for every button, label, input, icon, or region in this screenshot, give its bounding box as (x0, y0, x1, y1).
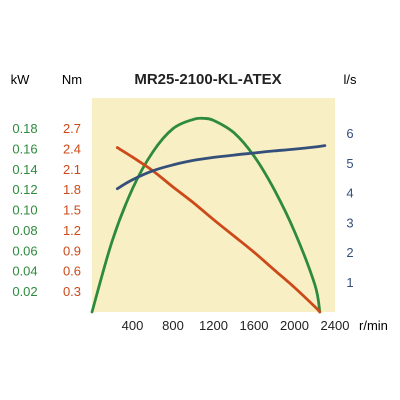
power-tick-label: 0.14 (12, 162, 37, 177)
torque-curve (115, 146, 322, 314)
power-axis-unit: kW (11, 72, 31, 87)
series-layer (90, 116, 327, 314)
torque-tick-label: 1.8 (63, 182, 81, 197)
chart-title: MR25-2100-KL-ATEX (134, 71, 281, 88)
flow-tick-label: 2 (346, 245, 353, 260)
torque-tick-label: 1.2 (63, 223, 81, 238)
torque-tick-label: 2.4 (63, 142, 81, 157)
power-tick-label: 0.12 (12, 182, 37, 197)
flow-tick-label: 4 (346, 186, 353, 201)
x-axis-ticks: 400 800 1200 1600 2000 2400 (122, 318, 350, 333)
x-tick-label: 800 (162, 318, 184, 333)
plot-area (92, 98, 335, 312)
torque-axis-ticks: 0.3 0.6 0.9 1.2 1.5 1.8 2.1 2.4 2.7 (63, 121, 81, 299)
power-axis-ticks: 0.02 0.04 0.06 0.08 0.10 0.12 0.14 0.16 0.18 (12, 121, 37, 299)
flow-tick-label: 5 (346, 156, 353, 171)
torque-tick-label: 0.3 (63, 284, 81, 299)
flow-axis-unit: l/s (344, 72, 358, 87)
torque-axis-unit: Nm (62, 72, 82, 87)
flow-tick-label: 3 (346, 215, 353, 230)
power-tick-label: 0.10 (12, 203, 37, 218)
flow-tick-label: 1 (346, 275, 353, 290)
power-tick-label: 0.16 (12, 142, 37, 157)
x-tick-label: 2400 (321, 318, 350, 333)
power-tick-label: 0.06 (12, 243, 37, 258)
x-tick-label: 1600 (240, 318, 269, 333)
power-tick-label: 0.08 (12, 223, 37, 238)
power-curve (90, 116, 322, 314)
power-tick-label: 0.02 (12, 284, 37, 299)
torque-tick-label: 2.1 (63, 162, 81, 177)
x-axis-unit: r/min (359, 318, 388, 333)
flow-curve (115, 144, 327, 191)
flow-axis-ticks: 1 2 3 4 5 6 (346, 126, 353, 290)
torque-tick-label: 2.7 (63, 121, 81, 136)
power-tick-label: 0.04 (12, 264, 37, 279)
x-tick-label: 2000 (280, 318, 309, 333)
torque-tick-label: 1.5 (63, 203, 81, 218)
power-tick-label: 0.18 (12, 121, 37, 136)
torque-tick-label: 0.9 (63, 243, 81, 258)
x-tick-label: 1200 (199, 318, 228, 333)
torque-tick-label: 0.6 (63, 264, 81, 279)
x-tick-label: 400 (122, 318, 144, 333)
flow-tick-label: 6 (346, 126, 353, 141)
